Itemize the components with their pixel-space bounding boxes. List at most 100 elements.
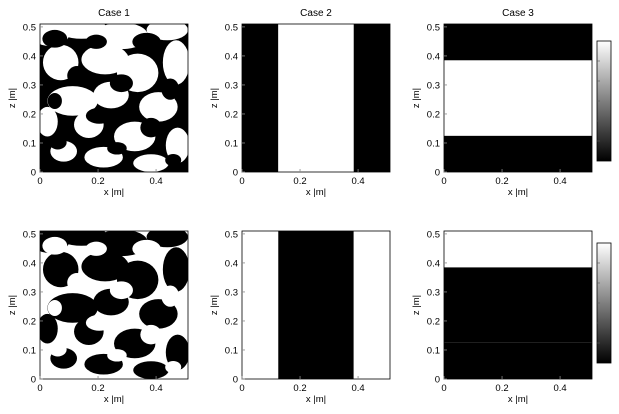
y-tick-label: 0.5 [23,22,36,33]
x-tick-label: 0.2 [91,176,104,187]
y-axis-label: z |m| [7,88,18,108]
y-tick-label: 0.3 [225,80,238,91]
field-hole [67,66,87,86]
field-hole [42,236,68,255]
x-tick-label: 0.4 [149,176,162,187]
x-axis-label: x |m| [104,187,124,198]
field-hole [67,273,87,293]
x-tick-label: 0.4 [351,176,364,187]
y-axis-label: z |m| [411,88,422,108]
plot-area [242,231,390,379]
x-tick-label: 0 [239,383,244,394]
y-tick-label: 0.4 [427,51,440,62]
field-hole [47,92,62,109]
y-tick-label: 0.1 [23,138,36,149]
y-axis-label: z |m| [209,88,220,108]
field-hole [132,32,161,51]
field-hole [72,368,91,378]
y-tick-label: 0.4 [427,258,440,269]
panel-3: 0 0.2 0.4 0 0.1 0.2 0.3 0.4 0.5 x |m| z |m| Case 3 [411,8,612,198]
field-hole [47,299,62,316]
layer [242,231,279,379]
x-axis-label: x |m| [508,394,528,405]
layer [444,267,592,343]
x-tick-label: 0.2 [495,383,508,394]
field-blob [162,40,188,85]
layer [444,24,592,61]
field-hole [140,117,162,138]
field-blob [133,361,169,379]
layer [278,231,354,379]
layer [278,24,354,172]
field-hole [107,349,127,362]
field-hole [42,29,68,48]
field-hole [48,135,67,150]
x-axis-label: x |m| [306,394,326,405]
x-axis-label: x |m| [508,187,528,198]
y-tick-label: 0.5 [225,22,238,33]
field-blob [133,154,169,172]
plot-area [444,24,592,172]
field-hole [107,142,127,155]
field-blob [47,86,98,116]
y-tick-label: 0.1 [225,138,238,149]
x-tick-label: 0 [441,383,446,394]
y-tick-label: 0.3 [23,287,36,298]
field-hole [161,285,180,307]
axes-frame [443,230,593,380]
y-tick-label: 0.1 [23,345,36,356]
field-blob [40,313,58,344]
y-tick-label: 0.2 [23,109,36,120]
layer [444,135,592,172]
field-hole [132,239,161,258]
y-tick-label: 0.4 [23,258,36,269]
axes-frame [39,23,189,173]
panel-title: Case 1 [98,8,130,19]
x-tick-label: 0.4 [149,383,162,394]
field-hole [109,74,133,93]
layer [242,24,279,172]
x-tick-label: 0.2 [293,383,306,394]
field-blob [162,247,188,292]
plot-area [444,231,592,379]
y-tick-label: 0.5 [225,229,238,240]
y-tick-label: 0.2 [427,109,440,120]
y-tick-label: 0.5 [427,22,440,33]
field-hole [165,153,182,167]
layer [353,24,390,172]
y-tick-label: 0.3 [427,80,440,91]
y-tick-label: 0 [435,375,440,386]
field-hole [85,34,107,49]
y-axis-label: z |m| [411,295,422,315]
panel-2: 0 0.2 0.4 0 0.1 0.2 0.3 0.4 0.5 x |m| z |m| Case 2 [209,8,391,198]
y-tick-label: 0.2 [427,316,440,327]
field-hole [48,342,67,357]
field-hole [85,314,113,331]
y-tick-label: 0.1 [427,345,440,356]
plot-area [40,231,188,379]
x-tick-label: 0 [239,176,244,187]
field-blob [139,299,178,329]
y-tick-label: 0.3 [23,80,36,91]
field-hole [85,107,113,124]
panel-4: 0 0.2 0.4 0 0.1 0.2 0.3 0.4 0.5 x |m| z |m| [7,229,189,405]
panel-6: 0 0.2 0.4 0 0.1 0.2 0.3 0.4 0.5 x |m| z |m| [411,229,612,405]
y-tick-label: 0 [31,168,36,179]
y-tick-label: 0.4 [225,51,238,62]
y-tick-label: 0.1 [225,345,238,356]
x-tick-label: 0.4 [553,383,566,394]
x-axis-label: x |m| [306,187,326,198]
axes-frame [39,230,189,380]
y-axis-label: z |m| [209,295,220,315]
layer [444,60,592,136]
plot-area [40,24,188,172]
layer [444,231,592,268]
y-tick-label: 0 [31,375,36,386]
panel-title: Case 3 [502,8,534,19]
y-tick-label: 0.1 [427,138,440,149]
y-tick-label: 0 [233,168,238,179]
layer [444,342,592,379]
panel-1: 0 0.2 0.4 0 0.1 0.2 0.3 0.4 0.5 x |m| z |m| Case 1 [7,8,189,198]
field-blob [40,106,58,137]
